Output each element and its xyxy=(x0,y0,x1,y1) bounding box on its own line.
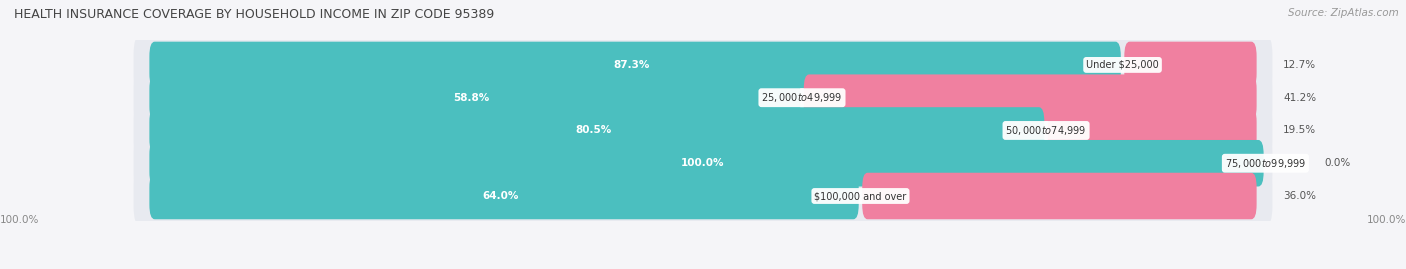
Text: Under $25,000: Under $25,000 xyxy=(1087,60,1159,70)
Text: $75,000 to $99,999: $75,000 to $99,999 xyxy=(1225,157,1306,170)
FancyBboxPatch shape xyxy=(134,166,1272,226)
FancyBboxPatch shape xyxy=(149,173,859,219)
Text: 12.7%: 12.7% xyxy=(1282,60,1316,70)
FancyBboxPatch shape xyxy=(134,101,1272,160)
Text: Source: ZipAtlas.com: Source: ZipAtlas.com xyxy=(1288,8,1399,18)
Text: 64.0%: 64.0% xyxy=(482,191,519,201)
Text: 100.0%: 100.0% xyxy=(682,158,724,168)
Text: 87.3%: 87.3% xyxy=(613,60,650,70)
FancyBboxPatch shape xyxy=(149,75,800,121)
Text: $50,000 to $74,999: $50,000 to $74,999 xyxy=(1005,124,1087,137)
Text: 58.8%: 58.8% xyxy=(453,93,489,103)
FancyBboxPatch shape xyxy=(149,42,1121,88)
FancyBboxPatch shape xyxy=(1125,42,1257,88)
FancyBboxPatch shape xyxy=(804,75,1257,121)
Text: 100.0%: 100.0% xyxy=(0,215,39,225)
FancyBboxPatch shape xyxy=(134,35,1272,95)
Text: 19.5%: 19.5% xyxy=(1282,125,1316,136)
Text: HEALTH INSURANCE COVERAGE BY HOUSEHOLD INCOME IN ZIP CODE 95389: HEALTH INSURANCE COVERAGE BY HOUSEHOLD I… xyxy=(14,8,495,21)
FancyBboxPatch shape xyxy=(862,173,1257,219)
FancyBboxPatch shape xyxy=(134,68,1272,128)
FancyBboxPatch shape xyxy=(134,133,1272,193)
Text: 36.0%: 36.0% xyxy=(1282,191,1316,201)
Text: $100,000 and over: $100,000 and over xyxy=(814,191,907,201)
FancyBboxPatch shape xyxy=(1047,107,1257,154)
Text: 100.0%: 100.0% xyxy=(1367,215,1406,225)
Text: $25,000 to $49,999: $25,000 to $49,999 xyxy=(762,91,842,104)
Text: 80.5%: 80.5% xyxy=(575,125,612,136)
FancyBboxPatch shape xyxy=(149,107,1045,154)
FancyBboxPatch shape xyxy=(149,140,1264,186)
Text: 41.2%: 41.2% xyxy=(1282,93,1316,103)
Text: 0.0%: 0.0% xyxy=(1324,158,1350,168)
